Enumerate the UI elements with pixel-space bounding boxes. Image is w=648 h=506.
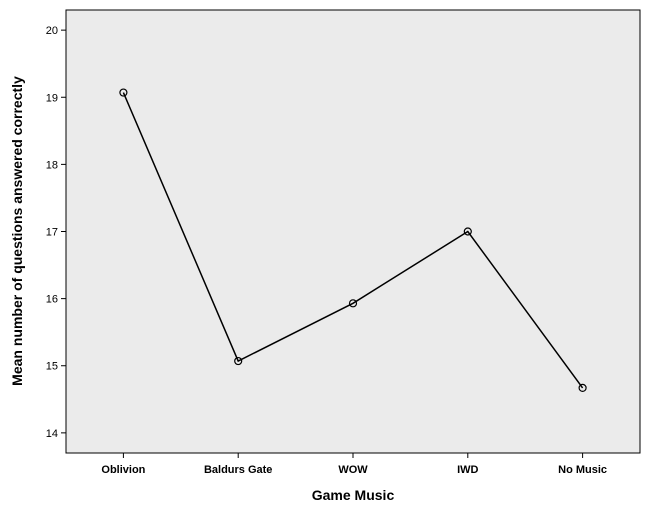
x-axis-title: Game Music	[312, 487, 395, 503]
x-axis: Oblivion Baldurs Gate WOW IWD No Music	[101, 453, 607, 476]
y-tick-label: 14	[46, 428, 58, 440]
data-series	[119, 88, 587, 392]
x-tick-label: WOW	[338, 464, 368, 476]
x-tick-label: Oblivion	[101, 464, 145, 476]
x-tick-label: Baldurs Gate	[204, 464, 272, 476]
y-axis: 14 15 16 17 18 19 20	[46, 25, 66, 440]
data-point	[463, 227, 472, 236]
y-tick-label: 20	[46, 25, 58, 37]
y-tick-label: 18	[46, 159, 58, 171]
y-tick-label: 16	[46, 294, 58, 306]
series-line	[122, 92, 584, 389]
data-point	[119, 88, 128, 97]
y-tick-label: 19	[46, 92, 58, 104]
data-point	[578, 383, 587, 392]
data-point	[234, 356, 243, 366]
x-tick-label: IWD	[457, 464, 478, 476]
data-point	[348, 299, 358, 308]
x-tick-label: No Music	[558, 464, 607, 476]
y-axis-title: Mean number of questions answered correc…	[9, 76, 25, 386]
plot-area	[65, 9, 641, 454]
y-tick-label: 15	[46, 361, 58, 373]
y-tick-label: 17	[46, 227, 58, 239]
